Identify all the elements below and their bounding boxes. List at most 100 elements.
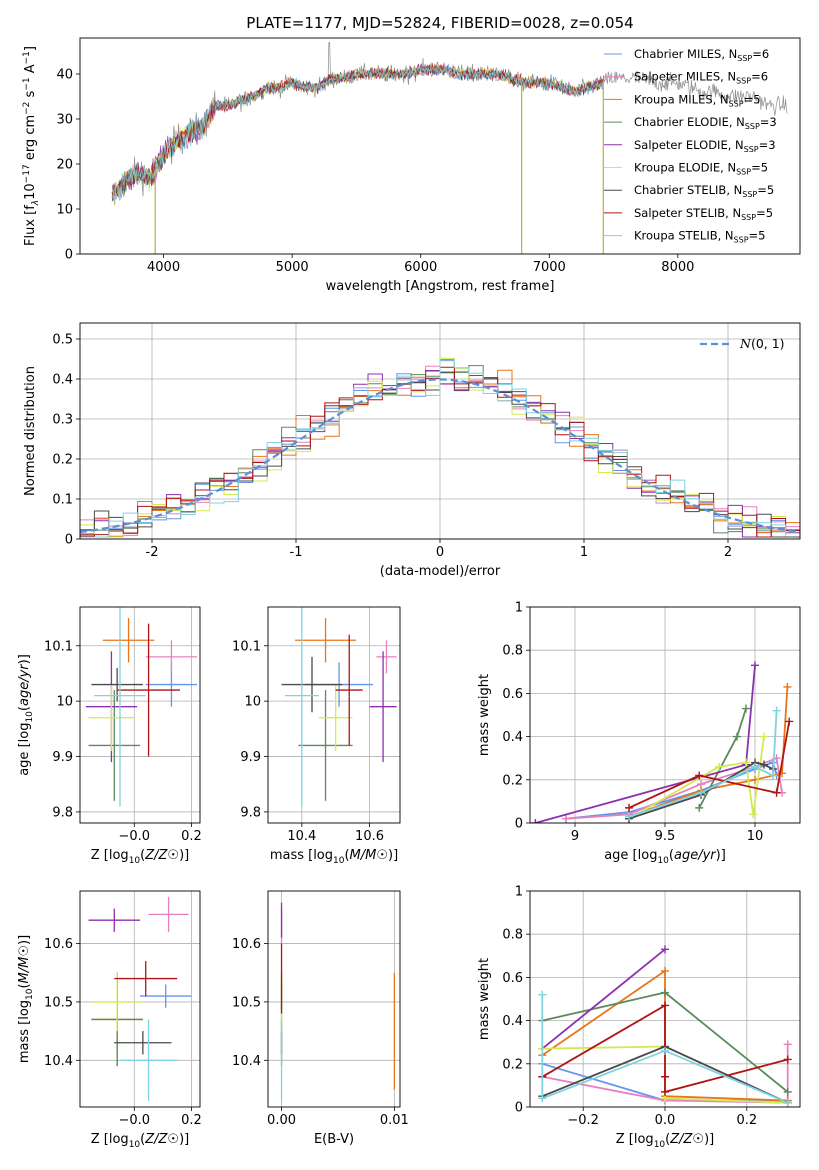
plot-area-residuals: [80, 357, 800, 539]
y-tick-label: 10.4: [44, 1054, 73, 1069]
panel-mass_vs_EBV: 0.00 0.01 10.4 10.5 10.6 E(B-V): [232, 890, 409, 1147]
panel-mass_vs_Z: −0.0 0.210.410.510.6Z [log10(Z/Z☉)]mass […: [17, 890, 202, 1150]
weight-marker: [695, 803, 704, 812]
legend-text: Kroupa ELODIE, N: [634, 161, 736, 175]
plot-area-age_vs_mass: [281, 607, 397, 807]
plot-area-spectrum: [111, 42, 788, 254]
label-part: wavelength [Angstrom, rest frame]: [326, 279, 555, 294]
label-subscript: 10: [25, 988, 35, 1000]
y-tick-label: 9.9: [240, 750, 261, 765]
legend-N: N: [739, 336, 752, 351]
label-part: A: [23, 64, 38, 77]
label-part: Flux [f: [23, 205, 38, 246]
x-tick-label: 6000: [404, 260, 437, 275]
weight-marker: [783, 1040, 792, 1049]
x-tick-label: 9: [571, 829, 579, 844]
weight-line: [698, 708, 747, 809]
legend-text: =5: [757, 183, 774, 197]
plot-area-weight_vs_Z: [538, 945, 792, 1107]
weight-marker: [538, 990, 547, 999]
weight-marker: [769, 771, 777, 780]
y-tick-label: 0.3: [52, 413, 73, 428]
weight-marker: [751, 661, 759, 670]
legend-subscript: SSP: [729, 99, 744, 108]
y-tick-label: 10.6: [44, 937, 73, 952]
plot-area-age_vs_Z: [85, 607, 198, 807]
label-part: ☉)]: [17, 935, 32, 957]
weight-line: [541, 994, 789, 1104]
y-tick-label: 0.2: [52, 453, 73, 468]
legend-label: Chabrier ELODIE, NSSP=3: [634, 115, 777, 131]
y-tick-label: 0: [65, 248, 73, 263]
y-tick-label: 0: [65, 533, 73, 548]
label-part: mass [log: [17, 1000, 32, 1063]
weight-marker: [772, 706, 781, 715]
label-part: s: [23, 90, 38, 101]
label-superscript: −1: [22, 77, 32, 90]
y-axis-label: mass weight: [477, 958, 492, 1040]
weight-marker: [625, 812, 633, 821]
weight-marker: [742, 758, 750, 767]
weight-marker: [661, 988, 669, 997]
label-part: 10: [23, 183, 38, 200]
weight-marker: [749, 810, 758, 819]
label-part: mass [log: [270, 848, 333, 863]
label-part: erg cm: [23, 115, 38, 164]
y-tick-label: 10.6: [232, 937, 261, 952]
label-part: (: [140, 848, 145, 863]
y-tick-label: 10.5: [232, 995, 261, 1010]
model-spectrum-line: [111, 63, 604, 203]
legend-subscript: SSP: [736, 77, 751, 86]
label-part: (: [140, 1132, 145, 1147]
y-tick-label: 0.6: [502, 687, 523, 702]
x-tick-label: 5000: [276, 260, 309, 275]
y-tick-label: 1: [515, 601, 523, 616]
label-subscript: 10: [654, 1140, 666, 1150]
y-tick-label: 10.4: [232, 1054, 261, 1069]
legend-text: =6: [752, 47, 769, 61]
legend-subscript: SSP: [734, 236, 749, 245]
x-tick-label: 10.6: [355, 829, 384, 844]
x-axis-label: wavelength [Angstrom, rest frame]: [326, 279, 555, 294]
label-italic: age/yr: [17, 663, 32, 706]
label-italic: Z/Z: [144, 1132, 168, 1147]
y-tick-label: 0.2: [502, 773, 523, 788]
legend-text: Salpeter STELIB, N: [634, 206, 741, 220]
label-italic: Z/Z: [669, 1132, 693, 1147]
legend-text: Chabrier MILES, N: [634, 47, 737, 61]
label-part: (: [344, 848, 349, 863]
y-tick-label: 10.1: [44, 639, 73, 654]
weight-marker: [785, 717, 794, 726]
label-part: Normed distribution: [23, 366, 38, 496]
legend-label-normal: N(0, 1): [739, 336, 785, 351]
label-subscript: 10: [129, 856, 141, 866]
legend-text: Kroupa STELIB, N: [634, 229, 734, 243]
x-tick-label: −0.0: [118, 1113, 150, 1128]
legend-subscript: SSP: [745, 122, 760, 131]
x-tick-label: 10: [747, 829, 764, 844]
label-subscript: 10: [25, 711, 35, 723]
label-italic: M/M: [17, 957, 32, 984]
x-tick-label: 0.2: [181, 1113, 202, 1128]
legend-text: =6: [751, 70, 768, 84]
y-axis-label: age [log10(age/yr)]: [17, 654, 35, 776]
model-spectrum-line: [111, 62, 604, 196]
label-superscript: −17: [22, 164, 32, 183]
legend-label: Kroupa ELODIE, NSSP=5: [634, 161, 768, 177]
label-superscript: −2: [22, 102, 32, 115]
label-part: mass weight: [477, 958, 492, 1040]
weight-marker: [661, 1072, 669, 1081]
label-part: (: [17, 706, 32, 711]
legend-text: =3: [759, 138, 776, 152]
y-tick-label: 40: [56, 68, 73, 83]
x-axis-label: Z [log10(Z/Z☉)]: [91, 1132, 189, 1150]
label-italic: Z/Z: [144, 848, 168, 863]
legend-text: Kroupa MILES, N: [634, 92, 729, 106]
axes-frame: [79, 606, 201, 824]
x-tick-label: 8000: [661, 260, 694, 275]
